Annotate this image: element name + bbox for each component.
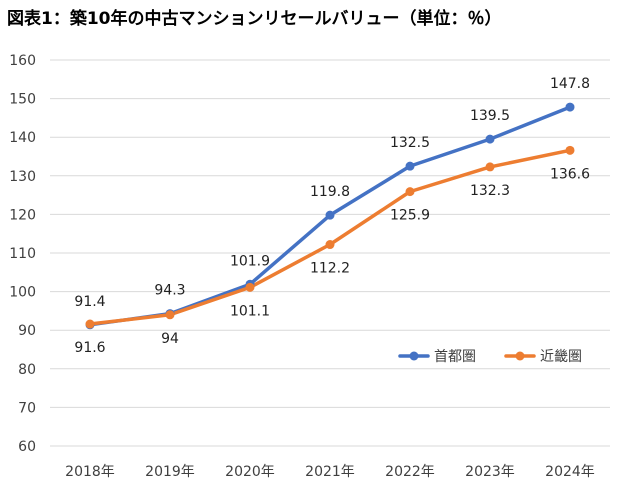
data-label: 94.3: [154, 283, 185, 299]
data-label: 91.4: [74, 294, 105, 310]
x-tick-label: 2024年: [545, 464, 595, 480]
data-point: [165, 310, 175, 320]
data-label: 147.8: [550, 76, 590, 92]
x-tick-label: 2019年: [145, 464, 195, 480]
data-point: [565, 102, 575, 112]
data-point: [325, 240, 335, 250]
y-tick-label: 140: [9, 130, 36, 146]
data-point: [485, 134, 495, 144]
data-label: 132.3: [470, 183, 510, 199]
y-tick-label: 80: [18, 362, 36, 378]
data-label: 101.9: [230, 253, 270, 269]
data-label: 125.9: [390, 208, 430, 224]
data-point: [485, 162, 495, 172]
x-tick-label: 2022年: [385, 464, 435, 480]
data-label: 112.2: [310, 261, 350, 277]
x-tick-label: 2020年: [225, 464, 275, 480]
y-tick-label: 90: [18, 323, 36, 339]
legend: 首都圏 近畿圏: [398, 349, 582, 365]
data-point: [405, 187, 415, 197]
series-points: [85, 102, 575, 330]
data-point: [325, 210, 335, 220]
data-point: [85, 319, 95, 329]
data-point: [565, 145, 575, 155]
data-label: 91.6: [74, 340, 105, 356]
x-tick-label: 2018年: [65, 464, 115, 480]
gridlines: [50, 59, 610, 447]
data-labels: 91.4 94.3 101.9 119.8 132.5 139.5 147.8 91.6 94 1…: [74, 76, 590, 356]
data-point: [245, 282, 255, 292]
legend-label: 首都圏: [434, 349, 476, 365]
data-label: 101.1: [230, 303, 270, 319]
y-tick-label: 130: [9, 169, 36, 185]
data-point: [405, 161, 415, 171]
data-label: 139.5: [470, 108, 510, 124]
data-label: 94: [161, 331, 179, 347]
data-label: 136.6: [550, 166, 590, 182]
y-tick-label: 70: [18, 400, 36, 416]
x-tick-label: 2021年: [305, 464, 355, 480]
legend-swatch-marker: [409, 351, 419, 361]
y-tick-label: 110: [9, 246, 36, 262]
x-tick-label: 2023年: [465, 464, 515, 480]
y-axis: 60 70 80 90 100 110 120 130 140 150 160: [9, 53, 36, 455]
legend-label: 近畿圏: [540, 349, 582, 365]
y-tick-label: 60: [18, 439, 36, 455]
chart-title: 図表1：築10年の中古マンションリセールバリュー（単位：％）: [7, 9, 502, 29]
y-tick-label: 150: [9, 92, 36, 108]
y-tick-label: 100: [9, 285, 36, 301]
y-tick-label: 160: [9, 53, 36, 69]
x-axis: 2018年 2019年 2020年 2021年 2022年 2023年 2024年: [65, 464, 595, 480]
data-label: 132.5: [390, 135, 430, 151]
legend-swatch-marker: [515, 351, 525, 361]
y-tick-label: 120: [9, 207, 36, 223]
data-label: 119.8: [310, 184, 350, 200]
